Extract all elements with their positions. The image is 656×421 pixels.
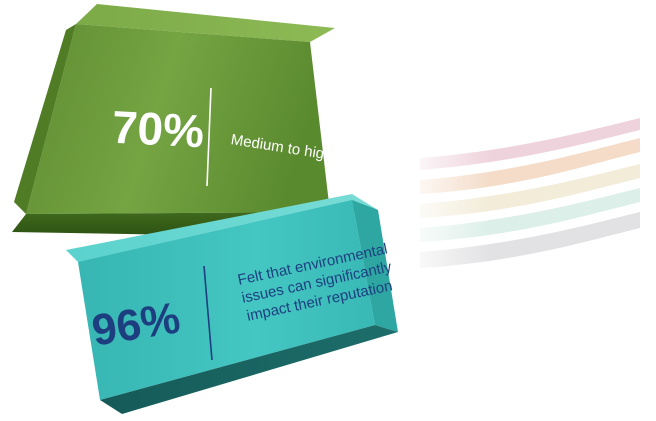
green-card-side-left xyxy=(14,24,76,214)
pastel-ribbons xyxy=(400,110,656,280)
teal-card-divider xyxy=(203,265,213,361)
teal-card-side-right xyxy=(352,200,398,332)
green-card-front xyxy=(26,24,330,214)
teal-card xyxy=(66,194,398,414)
green-card-divider xyxy=(206,87,212,187)
teal-card-top xyxy=(66,194,378,262)
green-card-top xyxy=(76,4,335,42)
green-card-stat: 70% xyxy=(110,100,206,158)
teal-card-bottom xyxy=(100,325,398,414)
teal-card-front xyxy=(78,200,375,400)
